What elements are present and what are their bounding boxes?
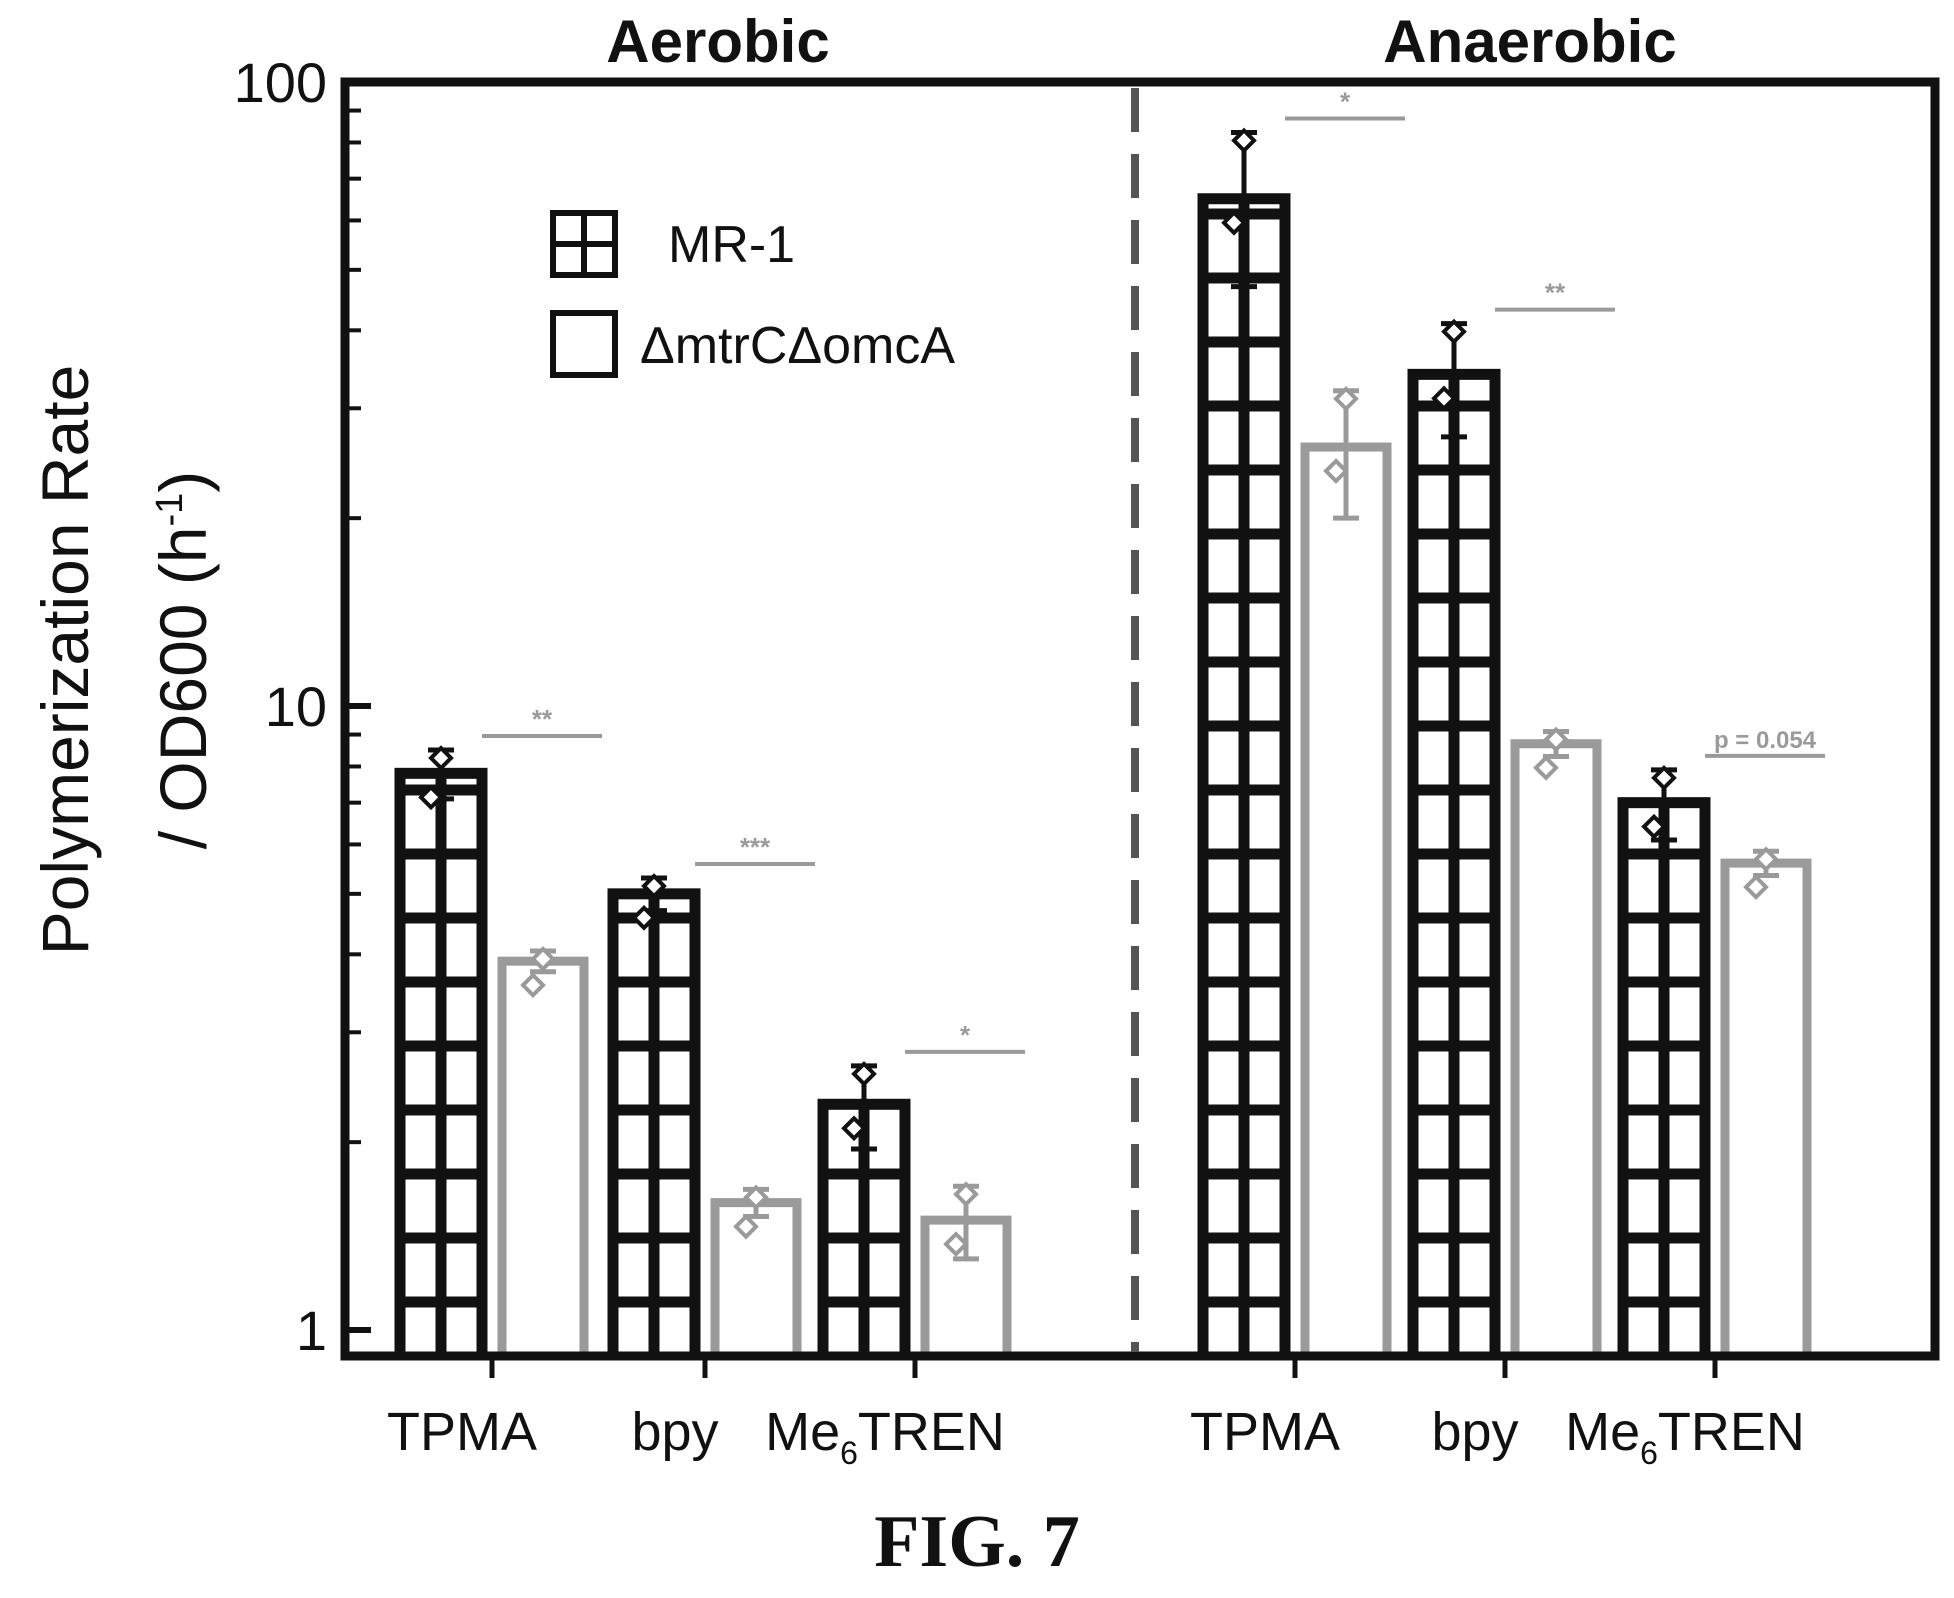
- data-point: [641, 873, 667, 899]
- bars: [394, 127, 1812, 1356]
- legend: MR-1 ΔmtrCΔomcA: [550, 210, 955, 378]
- y-axis-label-line2: / OD600 (h-1): [146, 471, 220, 850]
- significance-label: *: [1340, 86, 1351, 116]
- data-point: [1641, 813, 1667, 840]
- data-point: [1543, 726, 1569, 753]
- y-tick-label: 100: [234, 51, 327, 114]
- data-point: [1441, 318, 1467, 345]
- significance-label: **: [532, 704, 553, 734]
- plot-area: *********p = 0.054: [394, 86, 1825, 1356]
- data-point: [953, 1181, 979, 1208]
- data-point: [418, 784, 444, 811]
- axes-border: [340, 77, 1940, 1361]
- bar-mr-1-4: [1407, 368, 1501, 1356]
- data-point: [428, 745, 454, 771]
- labels: 1 10 100 TPMA bpy Me6TREN TPMA bpy Me6TREN Aerobi…: [28, 8, 1805, 1471]
- y-tick-label: 1: [296, 1299, 327, 1362]
- significance-label: ***: [740, 832, 771, 862]
- bar-mr-1-5: [1617, 797, 1711, 1356]
- data-point: [1333, 385, 1359, 412]
- bar-mr-1-1: [607, 888, 701, 1356]
- data-point: [841, 1115, 867, 1142]
- data-point: [530, 946, 556, 972]
- bar-mutant-0: [497, 956, 589, 1356]
- significance-label: p = 0.054: [1714, 727, 1817, 754]
- legend-item-mutant: ΔmtrCΔomcA: [550, 310, 955, 378]
- panel-title-aerobic: Aerobic: [606, 8, 829, 75]
- data-point: [1753, 846, 1779, 873]
- bar-mutant-3: [1300, 442, 1392, 1356]
- panel-title-anaerobic: Anaerobic: [1383, 8, 1676, 75]
- x-tick-label: bpy: [1431, 1402, 1518, 1462]
- data-point: [851, 1061, 877, 1087]
- data-point: [733, 1213, 759, 1240]
- legend-item-mr1: MR-1: [550, 210, 795, 278]
- significance-label: **: [1545, 278, 1566, 308]
- bar-mutant-4: [1510, 739, 1602, 1356]
- legend-label: MR-1: [668, 216, 795, 274]
- x-tick-label: TPMA: [1190, 1402, 1340, 1462]
- bar-mr-1-3: [1197, 193, 1291, 1356]
- data-point: [1231, 127, 1257, 154]
- y-tick-label: 10: [265, 675, 327, 738]
- legend-swatch-open: [550, 310, 618, 378]
- bar-mutant-5: [1720, 858, 1812, 1356]
- x-tick-label: Me6TREN: [1565, 1402, 1805, 1471]
- data-point: [1743, 874, 1769, 900]
- data-point: [1651, 765, 1677, 791]
- data-point: [631, 905, 657, 931]
- data-point: [943, 1231, 969, 1257]
- data-point: [1533, 754, 1559, 781]
- bar-mr-1-0: [394, 767, 488, 1356]
- x-tick-label: Me6TREN: [765, 1402, 1005, 1471]
- data-point: [1431, 385, 1457, 412]
- x-tick-label: TPMA: [387, 1402, 537, 1462]
- data-point: [1221, 209, 1247, 236]
- significance-label: *: [960, 1020, 971, 1050]
- legend-label: ΔmtrCΔomcA: [640, 317, 955, 375]
- axes-frame: [340, 77, 1940, 1378]
- data-point: [520, 972, 546, 999]
- significance-marks: *********p = 0.054: [482, 86, 1825, 1054]
- x-tick-label: bpy: [631, 1402, 718, 1462]
- data-point: [1323, 458, 1349, 484]
- figure-caption: FIG. 7: [874, 1501, 1080, 1583]
- y-axis-label-line1: Polymerization Rate: [28, 365, 102, 956]
- data-point: [743, 1184, 769, 1211]
